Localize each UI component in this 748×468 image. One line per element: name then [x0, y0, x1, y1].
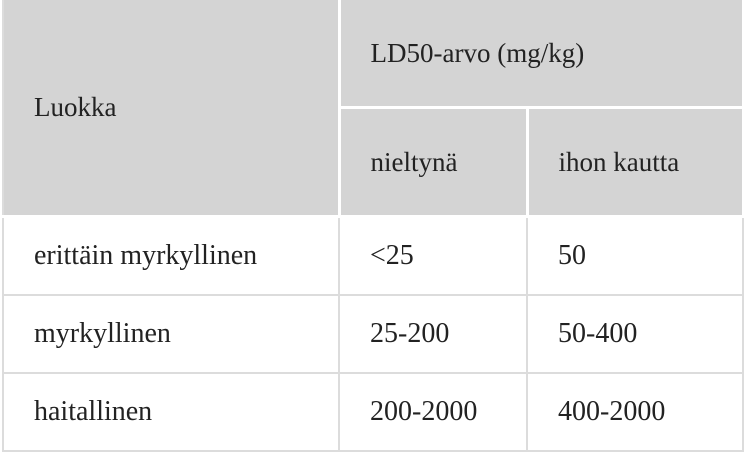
table-body: erittäin myrkyllinen <25 50 myrkyllinen 25-2…: [2, 215, 745, 452]
table-cell: 200-2000: [338, 372, 528, 452]
table-cell: 25-200: [338, 294, 528, 374]
table-row: haitallinen 200-2000 400-2000: [2, 372, 745, 452]
header-cell: nieltynä: [337, 106, 529, 218]
table-cell: 400-2000: [525, 372, 745, 452]
header-row: nieltynä ihon kautta: [3, 106, 745, 218]
table-cell: <25: [338, 215, 528, 296]
table-row: erittäin myrkyllinen <25 50: [2, 215, 745, 296]
header-cell: ihon kautta: [525, 106, 745, 218]
table-cell: 50-400: [525, 294, 745, 374]
table-cell: haitallinen: [2, 372, 340, 452]
table-cell: 50: [525, 215, 745, 296]
header-cell: Luokka: [2, 0, 341, 218]
toxicity-table: Luokka LD50-arvo (mg/kg) nieltynä ihon k…: [2, 0, 745, 452]
table-row: myrkyllinen 25-200 50-400: [2, 294, 745, 374]
table-cell: myrkyllinen: [2, 294, 340, 374]
header-cell: LD50-arvo (mg/kg): [337, 0, 745, 109]
table-cell: erittäin myrkyllinen: [2, 215, 340, 296]
table-header: Luokka LD50-arvo (mg/kg) nieltynä ihon k…: [2, 0, 745, 218]
header-row: Luokka LD50-arvo (mg/kg): [2, 0, 745, 218]
